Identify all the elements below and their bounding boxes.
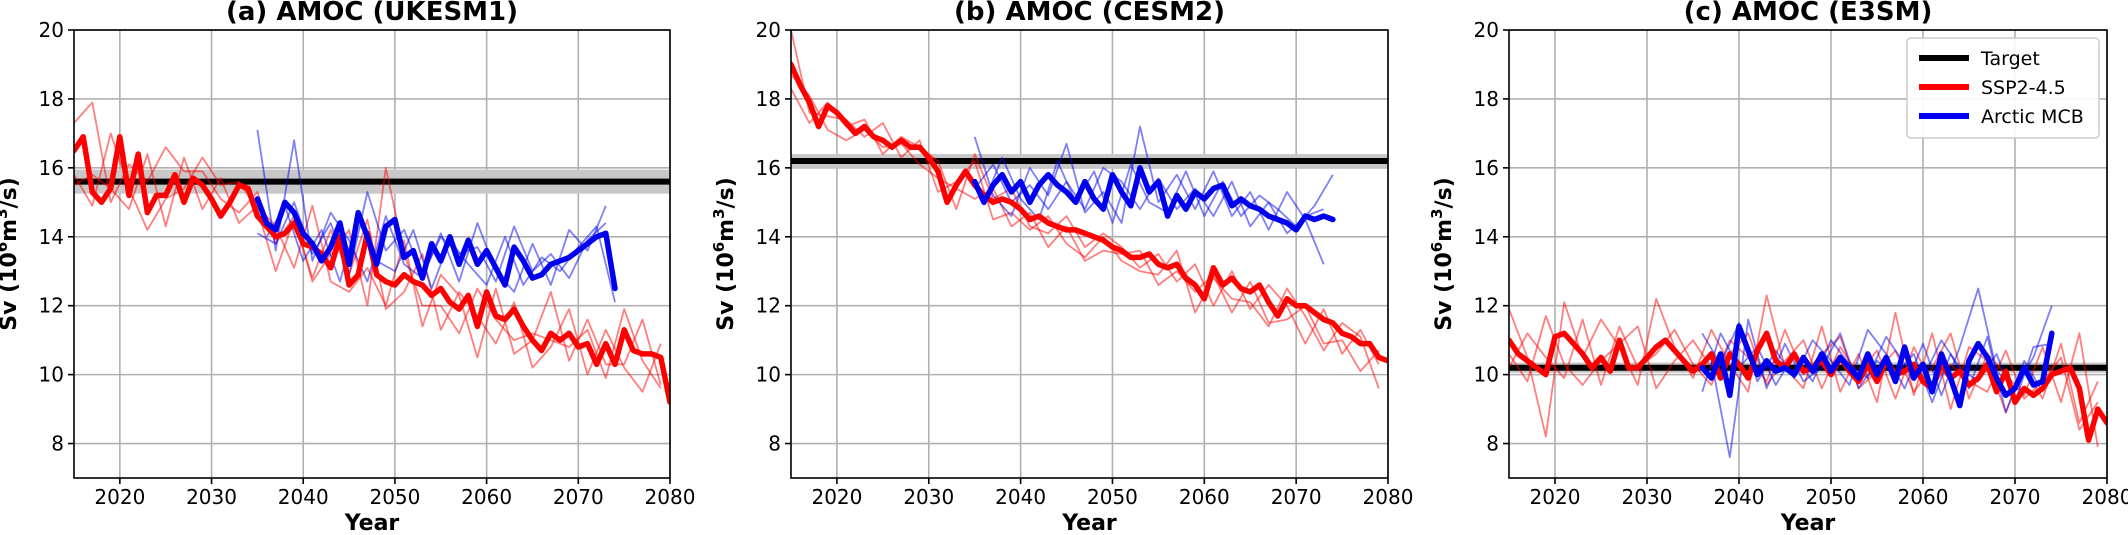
y-tick-label: 18 <box>39 87 64 111</box>
plot-area <box>1509 287 2107 459</box>
x-tick-label: 2080 <box>2082 485 2128 509</box>
legend-label: Arctic MCB <box>1981 106 2084 128</box>
x-tick-label: 2070 <box>553 485 604 509</box>
y-axis-label-superscript: 3 <box>1428 208 1446 218</box>
y-tick-label: 14 <box>756 225 781 249</box>
x-tick-label: 2050 <box>1087 485 1138 509</box>
panel-title: (b) AMOC (CESM2) <box>954 0 1225 27</box>
axes-frame <box>1508 29 2108 479</box>
series-member-line <box>265 204 616 303</box>
y-tick-label: 16 <box>756 156 781 180</box>
plot-area <box>791 30 1388 389</box>
x-tick-label: 2040 <box>995 485 1046 509</box>
panel-b: 2020 2030 2040 2050 2060 2070 2080 8 10 12 14 16 18 2… <box>710 0 1413 535</box>
x-tick-label: 2080 <box>1363 485 1414 509</box>
x-tick-label: 2060 <box>1179 485 1230 509</box>
x-tick-label: 2070 <box>1271 485 1322 509</box>
y-tick-label: 10 <box>756 363 781 387</box>
y-tick-label: 8 <box>1486 432 1499 456</box>
y-tick-label: 12 <box>756 294 781 318</box>
y-axis-label-end: /s) <box>0 177 22 208</box>
x-axis-label: Year <box>1061 511 1117 535</box>
y-tick-label: 20 <box>39 18 64 42</box>
y-tick-label: 12 <box>1474 294 1499 318</box>
x-tick-label: 2050 <box>1806 485 1857 509</box>
x-tick-label: 2070 <box>1990 485 2041 509</box>
y-axis-label-superscript: 3 <box>0 208 11 218</box>
y-axis-label-superscript: 3 <box>710 208 728 218</box>
y-axis-label-unit: m <box>1432 219 1457 242</box>
y-axis-label-unit: m <box>714 219 739 242</box>
x-tick-label: 2030 <box>186 485 237 509</box>
series-mean-line <box>1509 330 2107 443</box>
y-axis-label: Sv (106m3/s) <box>1428 177 1457 331</box>
series-member-line <box>983 156 1334 228</box>
y-tick-label: 18 <box>756 87 781 111</box>
panel-title: (a) AMOC (UKESM1) <box>226 0 518 27</box>
y-axis-label: Sv (106m3/s) <box>710 177 739 331</box>
panel-title: (c) AMOC (E3SM) <box>1684 0 1933 27</box>
y-tick-label: 10 <box>1474 363 1499 387</box>
y-axis-label-end: /s) <box>1432 177 1457 208</box>
y-tick-label: 10 <box>39 363 64 387</box>
y-tick-label: 14 <box>1474 225 1499 249</box>
y-tick-label: 20 <box>1474 18 1499 42</box>
legend-label: Target <box>1980 48 2040 70</box>
x-tick-label: 2060 <box>461 485 512 509</box>
panel-a: 2020 2030 2040 2050 2060 2070 2080 8 10 12 14 16 18 2… <box>0 0 695 535</box>
x-axis-label: Year <box>344 511 400 535</box>
y-tick-label: 18 <box>1474 87 1499 111</box>
legend: Target SSP2-4.5 Arctic MCB <box>1906 37 2100 139</box>
axes-frame <box>790 29 1389 479</box>
series-member-line <box>1701 332 2052 404</box>
y-axis-label-end: /s) <box>714 177 739 208</box>
y-tick-label: 14 <box>39 225 64 249</box>
gridlines <box>791 29 1389 478</box>
series-mean-line <box>791 61 1388 364</box>
x-tick-label: 2030 <box>1622 485 1673 509</box>
x-tick-label: 2020 <box>811 485 862 509</box>
y-tick-label: 8 <box>768 432 781 456</box>
x-tick-label: 2030 <box>903 485 954 509</box>
y-axis-label-superscript: 6 <box>1428 242 1446 252</box>
y-tick-label: 16 <box>39 156 64 180</box>
y-axis-label: Sv (106m3/s) <box>0 177 22 331</box>
y-tick-label: 20 <box>756 18 781 42</box>
x-tick-label: 2060 <box>1898 485 1949 509</box>
series-mean-line <box>1699 323 2055 409</box>
y-axis-label-main: Sv (10 <box>1432 252 1457 331</box>
y-axis-label-superscript: 6 <box>0 242 11 252</box>
x-tick-label: 2040 <box>1714 485 1765 509</box>
series-member-line <box>973 125 1325 265</box>
series-mean-line <box>254 196 618 292</box>
x-tick-label: 2020 <box>1530 485 1581 509</box>
x-axis-label: Year <box>1780 511 1836 535</box>
x-tick-label: 2040 <box>278 485 329 509</box>
series-mean-line <box>971 165 1336 233</box>
y-axis-label-main: Sv (10 <box>0 252 22 331</box>
series-member-line <box>74 101 662 389</box>
series-member-line <box>791 30 1380 389</box>
plot-area <box>74 101 670 405</box>
legend-label: SSP2-4.5 <box>1981 77 2066 99</box>
y-axis-label-main: Sv (10 <box>714 252 739 331</box>
series-member-line <box>74 132 662 393</box>
panel-c: 2020 2030 2040 2050 2060 2070 2080 8 10 12 14 16 18 2… <box>1428 0 2128 535</box>
y-axis-label-unit: m <box>0 219 22 242</box>
y-tick-label: 8 <box>51 432 64 456</box>
x-tick-label: 2080 <box>645 485 696 509</box>
y-axis-label-superscript: 6 <box>710 242 728 252</box>
series-member-line <box>1509 294 2099 438</box>
x-tick-label: 2020 <box>94 485 145 509</box>
y-tick-label: 16 <box>1474 156 1499 180</box>
axes-frame <box>73 29 671 479</box>
series-member-line <box>1710 318 2044 459</box>
y-tick-label: 12 <box>39 294 64 318</box>
x-tick-label: 2050 <box>369 485 420 509</box>
